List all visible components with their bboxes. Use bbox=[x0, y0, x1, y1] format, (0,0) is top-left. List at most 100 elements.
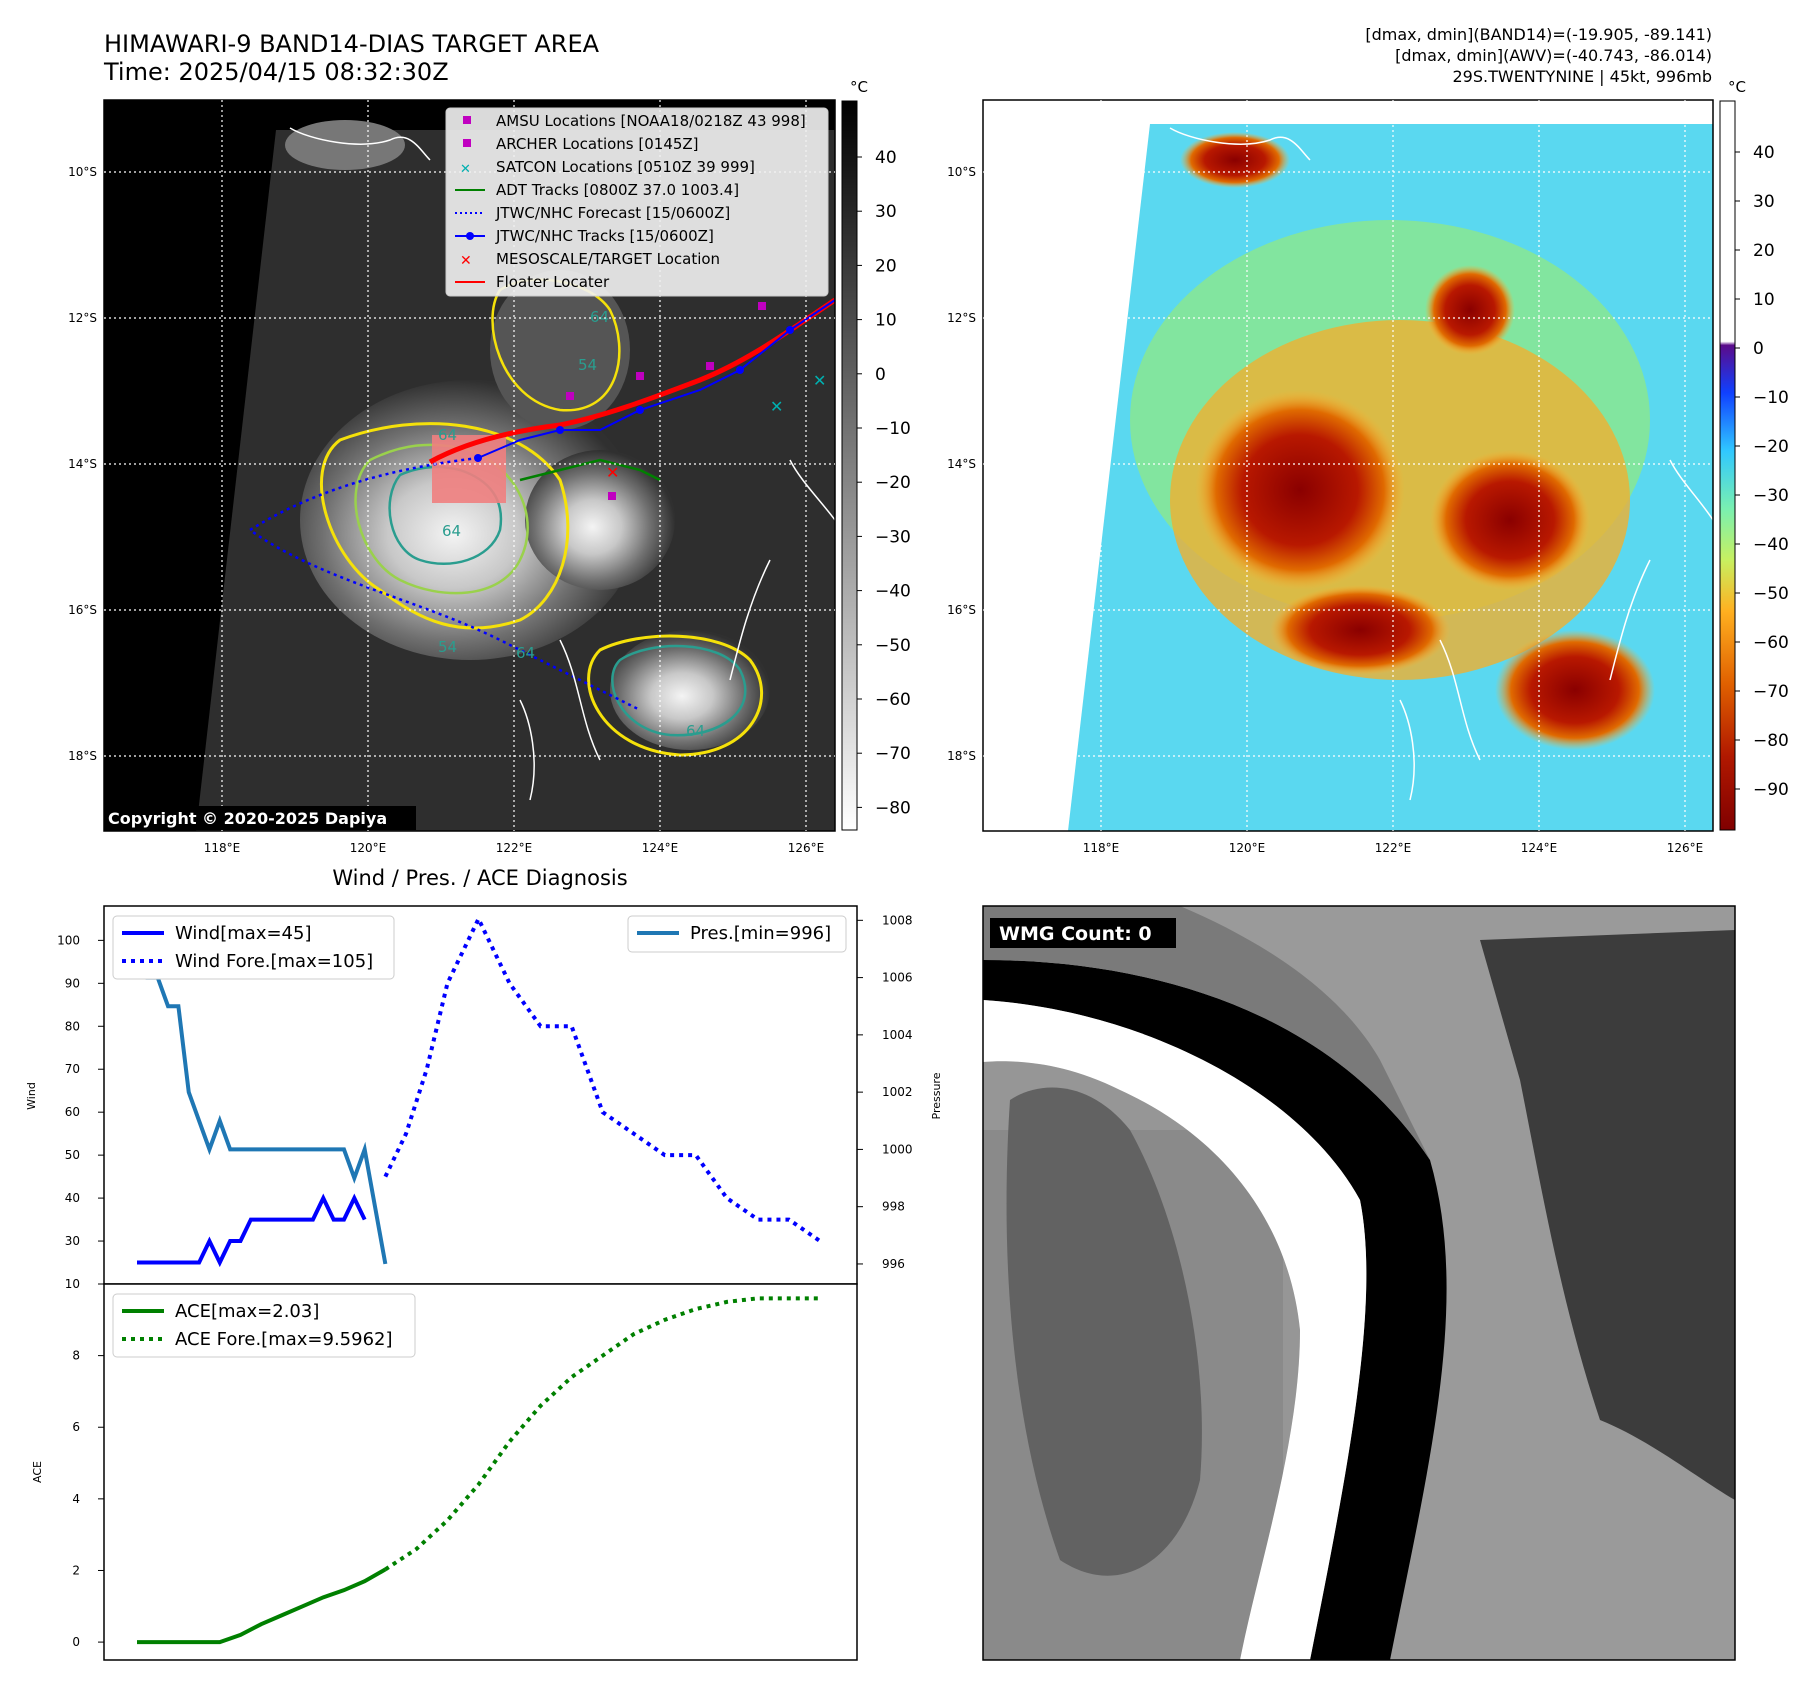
colorbar-tick-label: −50 bbox=[875, 636, 911, 656]
colorbar-tick-label: −10 bbox=[1753, 388, 1789, 408]
wind-y-tick-label: 40 bbox=[65, 1191, 80, 1205]
pressure-y-tick-label: 996 bbox=[882, 1257, 905, 1271]
contour-label: 64 bbox=[442, 522, 461, 540]
pressure-y-tick-label: 998 bbox=[882, 1200, 905, 1214]
wmg-badge bbox=[990, 918, 1176, 948]
satcon-location-marker: ✕ bbox=[813, 371, 826, 390]
wind-y-tick-label: 50 bbox=[65, 1148, 80, 1162]
ir-cloud-east bbox=[525, 450, 675, 590]
legend-label-adt: ADT Tracks [0800Z 37.0 1003.4] bbox=[496, 181, 739, 199]
legend-label-target: MESOSCALE/TARGET Location bbox=[496, 250, 720, 268]
series-line-wind bbox=[137, 1193, 367, 1268]
archer-location-marker bbox=[608, 492, 616, 500]
wmg-frame bbox=[982, 905, 1736, 1661]
pressure-y-tick-label: 1006 bbox=[882, 971, 913, 985]
awv-core-north bbox=[1425, 265, 1515, 355]
legend-label-ace: ACE[max=2.03] bbox=[175, 1301, 319, 1322]
colorbar-tick-label: 10 bbox=[1753, 290, 1775, 310]
jtwc-track-point bbox=[556, 426, 564, 434]
legend-label-archer: ARCHER Locations [0145Z] bbox=[496, 135, 699, 153]
legend-marker-archer bbox=[463, 139, 471, 147]
series-line-ace bbox=[137, 1567, 387, 1645]
ir-cloud-north bbox=[490, 270, 630, 430]
ir-colorbar-unit: °C bbox=[850, 78, 868, 96]
ace-y-tick-label: 6 bbox=[72, 1420, 80, 1434]
wmg-count: WMG Count: 0 bbox=[999, 923, 1152, 945]
wind-y-tick-label: 80 bbox=[65, 1019, 80, 1033]
awv-coastline bbox=[1169, 127, 1311, 161]
legend-label-satcon: SATCON Locations [0510Z 39 999] bbox=[496, 158, 755, 176]
contour-label: 64 bbox=[686, 722, 705, 740]
pressure-y-tick-label: 1000 bbox=[882, 1142, 913, 1156]
ir-map-legend: AMSU Locations [NOAA18/0218Z 43 998] ARC… bbox=[445, 107, 829, 297]
contour-label: 64 bbox=[590, 308, 609, 326]
pressure-y-tick-label: 1002 bbox=[882, 1085, 913, 1099]
lat-label: 18°S bbox=[68, 749, 97, 763]
awv-map-frame bbox=[982, 99, 1714, 832]
copyright-badge bbox=[104, 806, 416, 830]
diagnosis-title: Wind / Pres. / ACE Diagnosis bbox=[332, 866, 627, 890]
lat-label: 14°S bbox=[947, 457, 976, 471]
wind-y-tick-label: 90 bbox=[65, 976, 80, 990]
series-line-pressure bbox=[135, 919, 388, 1265]
legend-marker-target: ✕ bbox=[460, 253, 472, 269]
floater-track bbox=[428, 297, 835, 465]
awv-core-island bbox=[1180, 132, 1290, 188]
colorbar-tick-label: −20 bbox=[875, 473, 911, 493]
colorbar-tick-label: 0 bbox=[875, 365, 886, 385]
wind-pressure-chart: Wind Pressure 100 90 80 70 60 50 40 30 1008 1006… bbox=[25, 905, 943, 1285]
ir-contour-south-yellow bbox=[587, 634, 763, 757]
colorbar-tick-label: 20 bbox=[1753, 241, 1775, 261]
lon-label: 122°E bbox=[496, 841, 533, 855]
lon-label: 126°E bbox=[788, 841, 825, 855]
contour-label: 64 bbox=[438, 426, 457, 444]
ace-legend: ACE[max=2.03] ACE Fore.[max=9.5962] bbox=[112, 1293, 416, 1358]
coastline bbox=[289, 127, 431, 161]
colorbar-tick-label: 20 bbox=[875, 256, 897, 276]
wind-legend: Wind[max=45] Wind Fore.[max=105] bbox=[112, 915, 395, 980]
pressure-y-tick-label: 1004 bbox=[882, 1028, 913, 1042]
ace-chart: ACE 10 8 6 4 2 0 ACE[max=2.03] ACE Fore.[max=… bbox=[31, 1277, 858, 1661]
lon-label: 120°E bbox=[350, 841, 387, 855]
colorbar-tick-label: −80 bbox=[1753, 731, 1789, 751]
colorbar-tick-label: −40 bbox=[1753, 535, 1789, 555]
ir-map-frame bbox=[103, 99, 836, 832]
awv-core-main bbox=[1195, 390, 1405, 590]
dmax-band14-readout: [dmax, dmin](BAND14)=(-19.905, -89.141) bbox=[1365, 25, 1712, 44]
colorbar-tick-label: 30 bbox=[875, 202, 897, 222]
awv-map-lon-labels: 118°E 120°E 122°E 124°E 126°E bbox=[1083, 841, 1704, 855]
ace-y-tick-label: 8 bbox=[72, 1349, 80, 1363]
legend-label-floater: Floater Locater bbox=[496, 273, 610, 291]
awv-coastline bbox=[1399, 459, 1713, 801]
colorbar-tick-label: −40 bbox=[875, 582, 911, 602]
colorbar-tick-label: −10 bbox=[875, 419, 911, 439]
colorbar-tick-label: −90 bbox=[1753, 780, 1789, 800]
awv-core-east bbox=[1430, 450, 1590, 590]
lat-label: 14°S bbox=[68, 457, 97, 471]
colorbar-tick-label: 40 bbox=[875, 148, 897, 168]
lon-label: 126°E bbox=[1667, 841, 1704, 855]
ace-y-tick-label: 2 bbox=[72, 1563, 80, 1577]
legend-label-wind: Wind[max=45] bbox=[175, 923, 312, 944]
series-line-ace-forecast bbox=[384, 1296, 820, 1572]
figure-time: Time: 2025/04/15 08:32:30Z bbox=[103, 58, 449, 86]
ir-cloud-island bbox=[285, 120, 405, 170]
wind-y-tick-label: 60 bbox=[65, 1105, 80, 1119]
colorbar-tick-label: 0 bbox=[1753, 339, 1764, 359]
lon-label: 118°E bbox=[1083, 841, 1120, 855]
wmg-region-darkgray bbox=[1006, 1087, 1202, 1576]
lat-label: 12°S bbox=[68, 311, 97, 325]
dmax-awv-readout: [dmax, dmin](AWV)=(-40.743, -86.014) bbox=[1395, 46, 1712, 65]
coastline bbox=[519, 459, 835, 801]
copyright-text: Copyright © 2020-2025 Dapiya bbox=[108, 809, 387, 828]
wmg-ring-white bbox=[983, 1000, 1367, 1660]
colorbar-tick-label: −20 bbox=[1753, 437, 1789, 457]
jtwc-forecast-track bbox=[247, 456, 641, 712]
colorbar-tick-label: 30 bbox=[1753, 192, 1775, 212]
awv-map-panel bbox=[983, 100, 1713, 831]
legend-marker-satcon: ✕ bbox=[460, 162, 471, 177]
jtwc-track-point bbox=[736, 366, 744, 374]
legend-label-forecast: JTWC/NHC Forecast [15/0600Z] bbox=[495, 204, 730, 222]
pressure-axis-label: Pressure bbox=[930, 1072, 943, 1119]
jtwc-track-point bbox=[786, 326, 794, 334]
